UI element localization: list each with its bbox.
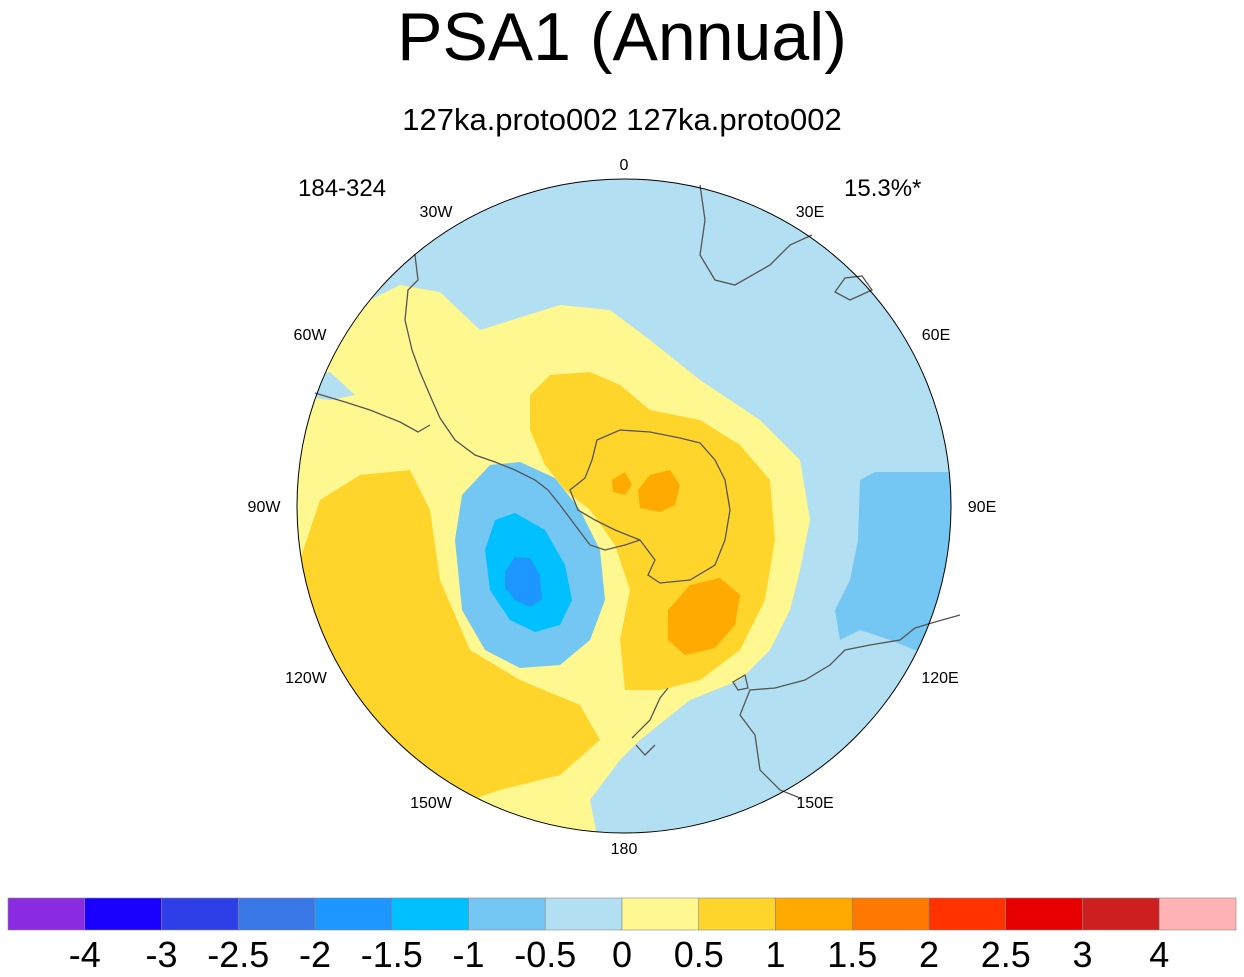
field-negative-high xyxy=(505,557,542,607)
map-fields xyxy=(297,179,951,833)
map-subtitle: 127ka.proto002 127ka.proto002 xyxy=(402,102,842,137)
field-positive-high-c xyxy=(668,578,740,655)
colorbar-swatch xyxy=(1158,897,1237,931)
colorbar-tick-label: -2.5 xyxy=(207,934,270,975)
coast-antarctica xyxy=(569,429,731,584)
period-label: 184-324 xyxy=(298,175,387,202)
colorbar-swatch xyxy=(928,897,1007,931)
lon-label-120w: 120W xyxy=(285,670,328,687)
map-outline xyxy=(296,178,952,834)
lon-label-90w: 90W xyxy=(248,499,282,516)
colorbar xyxy=(7,897,1237,931)
colorbar-tick-label: -1.5 xyxy=(360,934,423,975)
field-positive-high-a xyxy=(638,470,680,512)
colorbar-tick-label: 1 xyxy=(765,934,786,975)
lon-label-180: 180 xyxy=(611,841,638,858)
lon-label-60e: 60E xyxy=(922,327,950,344)
variance-label: 15.3%* xyxy=(844,175,922,202)
colorbar-tick-label: -4 xyxy=(68,934,101,975)
coast-madagascar xyxy=(834,275,873,301)
colorbar-tick-label: 0.5 xyxy=(673,934,724,975)
colorbar-swatch xyxy=(468,897,546,931)
coast-antarctic-peninsula xyxy=(547,489,641,551)
colorbar-swatch xyxy=(851,897,930,931)
colorbar-swatch xyxy=(237,897,316,931)
field-positive-high-b xyxy=(612,472,632,495)
colorbar-swatch xyxy=(1005,897,1083,931)
colorbar-tick-label: -1 xyxy=(452,934,485,975)
coastlines xyxy=(314,184,961,799)
colorbar-tick-label: 0 xyxy=(611,934,633,975)
colorbar-tick-label: 4 xyxy=(1149,934,1170,975)
colorbar-swatch xyxy=(7,897,86,931)
lon-label-30w: 30W xyxy=(420,204,454,221)
colorbar-tick-label: -3 xyxy=(145,934,178,975)
colorbar-swatch xyxy=(314,897,393,931)
coast-new-zealand xyxy=(631,687,669,756)
colorbar-tick-label: 3 xyxy=(1072,934,1093,975)
lon-label-150w: 150W xyxy=(410,795,453,812)
lon-label-0: 0 xyxy=(620,157,629,174)
map-title: PSA1 (Annual) xyxy=(397,0,847,75)
lon-label-120e: 120E xyxy=(921,670,958,687)
lon-label-60w: 60W xyxy=(294,327,328,344)
colorbar-swatch xyxy=(84,897,162,931)
colorbar-swatch xyxy=(775,897,853,931)
colorbar-tick-label: 2 xyxy=(918,934,940,975)
colorbar-tick-label: 2.5 xyxy=(980,934,1031,975)
coast-tasmania xyxy=(732,673,749,691)
field-negative-east xyxy=(835,472,951,650)
colorbar-swatch xyxy=(621,897,700,931)
coast-africa xyxy=(699,184,813,286)
colorbar-tick-label: 1.5 xyxy=(827,934,878,975)
colorbar-swatch xyxy=(391,897,469,931)
coast-australia xyxy=(739,614,961,799)
lon-label-30e: 30E xyxy=(796,204,824,221)
colorbar-swatch xyxy=(1082,897,1160,931)
lon-label-90e: 90E xyxy=(968,499,996,516)
colorbar-swatch xyxy=(544,897,623,931)
colorbar-swatch xyxy=(698,897,776,931)
lon-label-150e: 150E xyxy=(796,795,833,812)
colorbar-tick-label: -0.5 xyxy=(514,934,577,975)
colorbar-swatch xyxy=(161,897,239,931)
coast-south-america xyxy=(314,254,549,491)
colorbar-tick-label: -2 xyxy=(298,934,331,975)
